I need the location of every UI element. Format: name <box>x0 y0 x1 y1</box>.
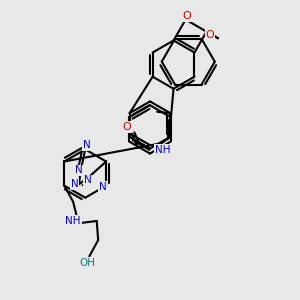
Text: O: O <box>183 11 191 21</box>
Text: NH: NH <box>65 216 81 226</box>
Text: OH: OH <box>80 258 96 268</box>
Text: N: N <box>71 179 79 189</box>
Text: N: N <box>75 165 83 176</box>
Text: O: O <box>123 122 131 132</box>
Text: N: N <box>83 140 91 150</box>
Text: N: N <box>84 176 92 185</box>
Text: N: N <box>99 182 106 192</box>
Text: O: O <box>206 30 214 40</box>
Text: NH: NH <box>155 145 171 155</box>
